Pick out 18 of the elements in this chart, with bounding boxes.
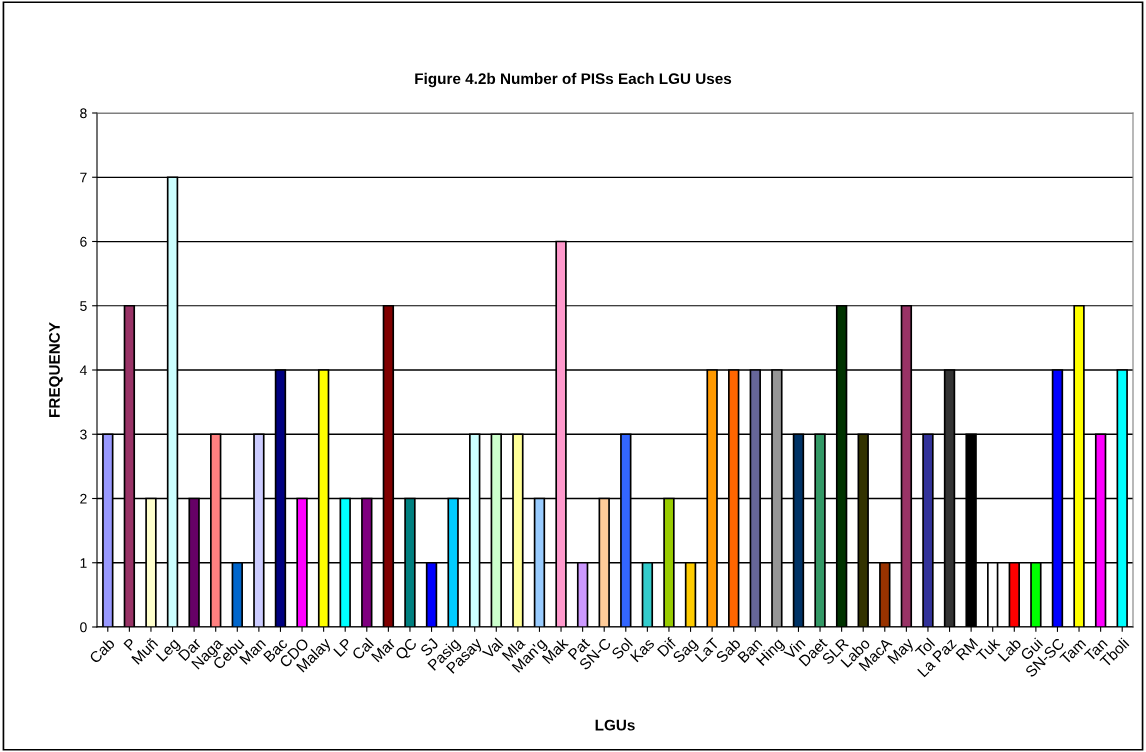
y-tick-label: 3 [80,429,87,440]
x-tick-label: P [123,637,137,651]
y-axis-title: FREQUENCY [49,322,63,417]
y-tick-label: 2 [80,493,87,504]
y-tick-label: 1 [80,558,87,568]
y-tick-label: 7 [80,172,87,183]
x-tick-label: Val [481,637,504,660]
x-axis-title: LGUs [595,719,635,731]
x-tick-label: LP [333,637,353,657]
y-tick-label: 4 [79,365,87,376]
chart-title: Figure 4.2b Number of PISs Each LGU Uses [415,72,732,88]
x-tick-label: QC [394,637,420,663]
y-tick-label: 6 [80,236,87,247]
y-tick-label: 5 [80,301,87,311]
x-tick-label: Cab [88,637,116,664]
x-tick-label: RM [955,638,979,661]
y-tick-label: 8 [80,108,87,119]
y-tick-label: 0 [80,622,87,633]
